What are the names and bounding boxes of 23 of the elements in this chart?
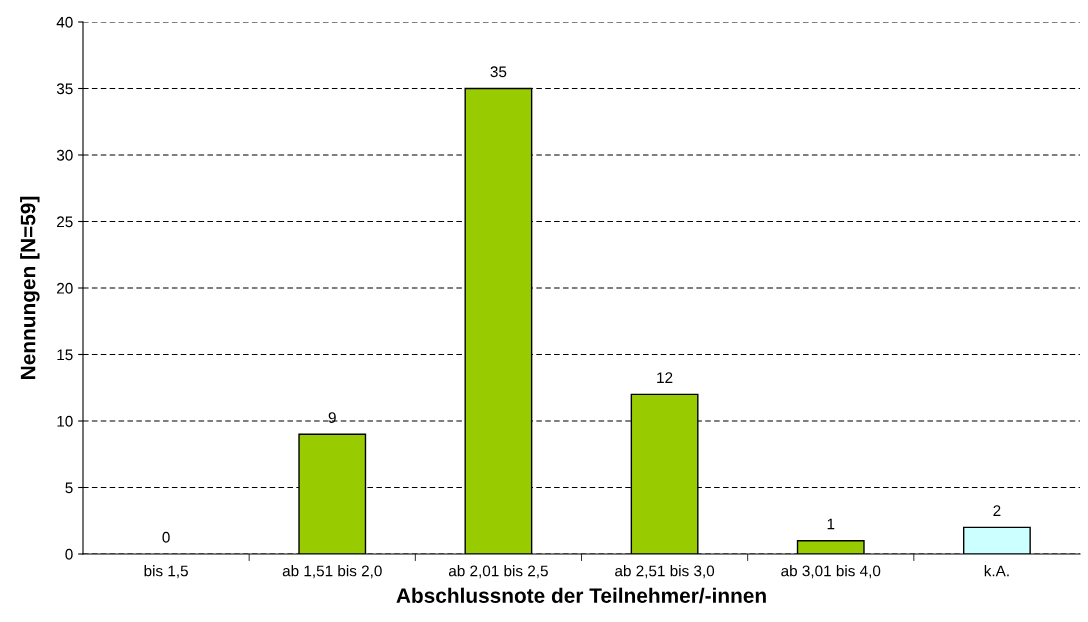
x-tick-label: bis 1,5 [144, 565, 188, 579]
data-label: 2 [993, 505, 1001, 516]
x-tick-label: ab 1,51 bis 2,0 [282, 565, 382, 579]
y-tick-label: 15 [57, 349, 73, 361]
y-tick-label: 20 [57, 282, 73, 294]
data-label: 35 [490, 66, 507, 78]
y-tick-label: 0 [65, 548, 73, 560]
y-tick-label: 35 [56, 83, 73, 95]
data-label: 9 [328, 412, 336, 423]
x-tick-label: ab 2,51 bis 3,0 [615, 565, 715, 579]
x-axis-title: Abschlussnote der Teilnehmer/-innen [396, 587, 766, 604]
y-axis-title: Nennungen [N=59] [20, 196, 40, 379]
data-label: 12 [657, 372, 673, 383]
y-tick-label: 10 [57, 415, 73, 427]
y-tick-label: 30 [56, 149, 73, 161]
x-tick-label: k.A. [984, 565, 1009, 577]
x-tick-label: ab 3,01 bis 4,0 [781, 565, 881, 579]
data-label: 1 [827, 518, 835, 530]
y-tick-label: 25 [57, 216, 73, 228]
data-label: 0 [162, 531, 170, 543]
x-tick-label: ab 2,01 bis 2,5 [448, 565, 548, 579]
y-tick-label: 5 [65, 482, 73, 494]
y-tick-label: 40 [56, 16, 73, 28]
